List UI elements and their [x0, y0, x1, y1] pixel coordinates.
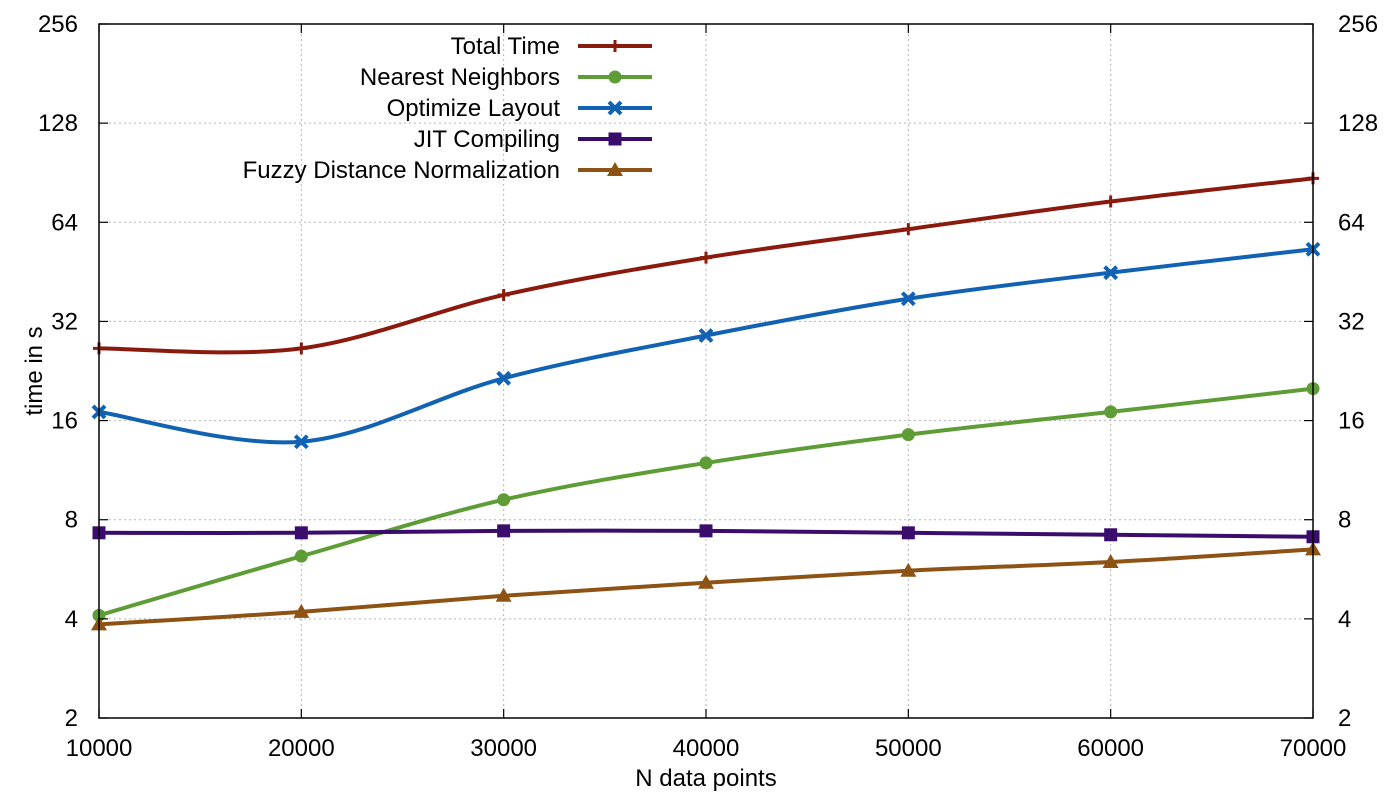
y2-tick-label: 2 [1338, 705, 1351, 732]
data-point [700, 251, 712, 264]
legend-marker [607, 162, 623, 176]
data-point [900, 562, 917, 577]
legend-item: Optimize Layout [387, 95, 652, 122]
series-layer [91, 172, 1321, 631]
legend-label: JIT Compiling [414, 126, 560, 153]
legend-item: JIT Compiling [414, 126, 652, 153]
y-tick-label: 256 [38, 11, 78, 38]
legend-item: Total Time [451, 33, 652, 60]
y2-tick-label: 256 [1338, 11, 1378, 38]
y2-tick-label: 128 [1338, 110, 1378, 137]
y-tick-label: 32 [51, 308, 78, 335]
data-point [1103, 265, 1119, 281]
y-axis-label: time in s [21, 326, 48, 415]
data-point [293, 603, 310, 618]
legend-layer: Total Time Nearest Neighbors Optimize Layo… [243, 33, 652, 184]
x-tick-label: 60000 [1077, 735, 1144, 762]
grid-layer [99, 24, 1313, 718]
data-point [295, 342, 308, 355]
data-point [699, 456, 713, 470]
data-point [1104, 528, 1118, 542]
data-point [901, 428, 915, 442]
data-point [497, 493, 511, 507]
x-tick-label: 50000 [875, 735, 942, 762]
x-tick-label: 30000 [470, 735, 537, 762]
x-tick-label: 20000 [268, 735, 335, 762]
x-tick-label: 70000 [1280, 735, 1347, 762]
data-point [293, 434, 309, 450]
data-point [495, 587, 512, 602]
tick-layer: 10000 20000 30000 40000 50000 60000 70000 2 2 4 4 8… [38, 11, 1378, 762]
data-point [699, 524, 713, 538]
legend-label: Optimize Layout [387, 95, 561, 122]
data-point [1102, 554, 1119, 569]
y2-tick-label: 16 [1338, 408, 1365, 435]
data-point [698, 574, 714, 589]
y-tick-label: 4 [65, 606, 78, 633]
y-tick-label: 16 [51, 408, 78, 435]
legend-label: Fuzzy Distance Normalization [243, 157, 560, 184]
data-point [1104, 195, 1117, 208]
legend-marker [607, 100, 623, 116]
data-point [698, 328, 714, 343]
legend-marker [608, 132, 622, 146]
legend-marker [609, 40, 621, 52]
y2-tick-label: 32 [1338, 308, 1365, 335]
legend-item: Fuzzy Distance Normalization [243, 157, 652, 184]
x-tick-label: 10000 [66, 735, 133, 762]
data-point [901, 526, 915, 540]
data-point [294, 549, 308, 563]
data-point [1104, 405, 1118, 419]
y2-tick-label: 64 [1338, 209, 1365, 236]
data-point [294, 526, 308, 540]
y2-tick-label: 8 [1338, 507, 1351, 534]
legend-label: Nearest Neighbors [360, 64, 560, 91]
data-point [497, 524, 511, 538]
y-tick-label: 8 [65, 507, 78, 534]
data-point [902, 223, 915, 236]
y2-tick-label: 4 [1338, 606, 1351, 633]
data-point [900, 291, 916, 307]
data-point [496, 370, 512, 386]
y-tick-label: 64 [51, 209, 78, 236]
legend-label: Total Time [451, 33, 560, 60]
data-point [497, 288, 510, 301]
x-axis-label: N data points [635, 765, 776, 792]
y-tick-label: 2 [65, 705, 78, 732]
legend-marker [608, 70, 622, 84]
y-tick-label: 128 [38, 110, 78, 137]
legend-item: Nearest Neighbors [360, 64, 652, 91]
x-tick-label: 40000 [673, 735, 740, 762]
